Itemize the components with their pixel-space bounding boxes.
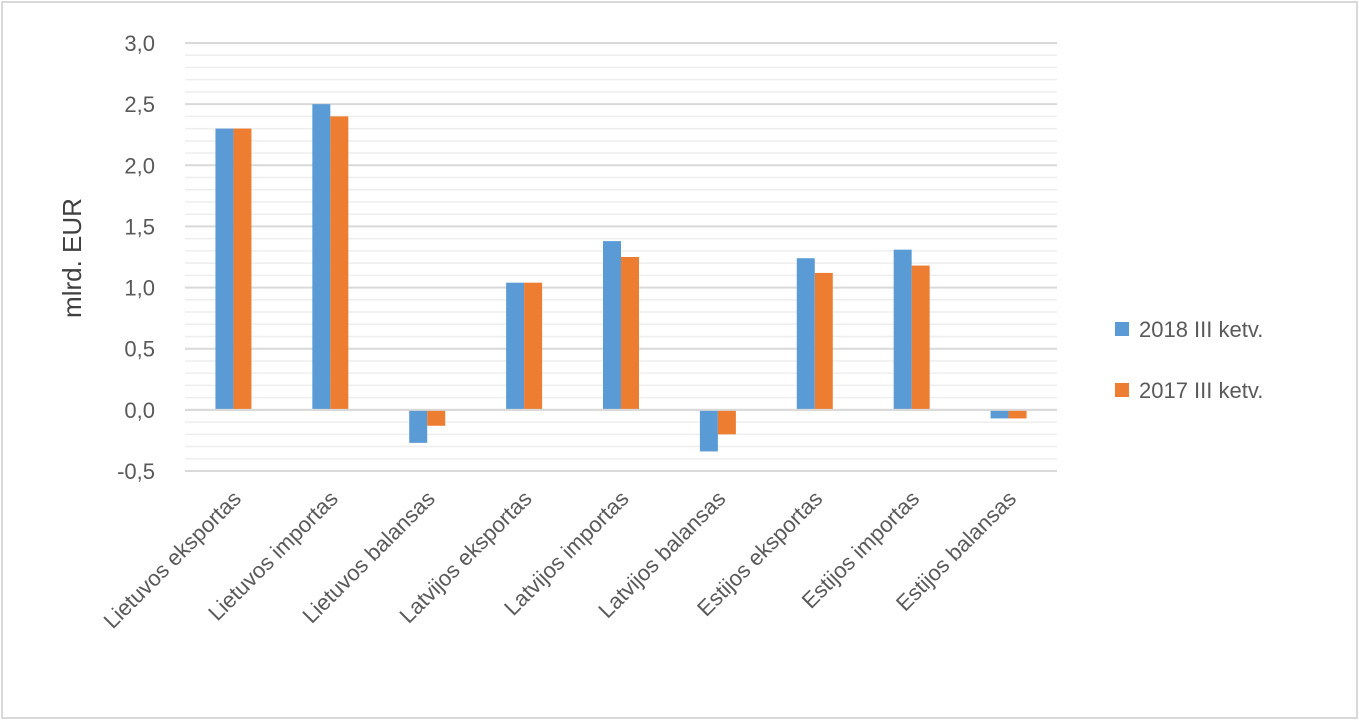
y-tick-label: 2,0 (124, 153, 155, 178)
bar-2017-8 (911, 265, 930, 410)
legend-label-2017: 2017 III ketv. (1139, 378, 1263, 403)
bar-2017-5 (621, 257, 639, 410)
y-tick-label: 0,0 (124, 398, 155, 423)
bar-2018-9 (990, 409, 1009, 419)
bar-2017-7 (814, 272, 833, 410)
y-tick-label: 1,0 (124, 276, 155, 301)
bar-2018-1 (215, 128, 234, 410)
bar-2018-8 (893, 249, 912, 410)
y-tick-label: 1,5 (124, 214, 155, 239)
bar-2018-5 (603, 241, 621, 410)
y-axis-label: mlrd. EUR (57, 198, 87, 318)
bar-2017-6 (717, 409, 736, 435)
y-tick-label: 2,5 (124, 92, 155, 117)
bar-2017-4 (524, 282, 543, 410)
y-tick-label: -0,5 (117, 459, 155, 484)
bar-2017-3 (427, 409, 446, 426)
legend-swatch-2017 (1115, 383, 1129, 397)
bar-2018-4 (506, 282, 525, 410)
legend-label-2018: 2018 III ketv. (1139, 317, 1263, 342)
bar-2018-3 (409, 409, 428, 443)
y-tick-label: 0,5 (124, 337, 155, 362)
legend-swatch-2018 (1115, 322, 1129, 336)
bar-2017-9 (1008, 409, 1027, 419)
bar-2018-7 (796, 258, 815, 410)
bar-2018-6 (699, 409, 718, 452)
bar-2018-2 (312, 104, 331, 410)
legend: 2018 III ketv. 2017 III ketv. (1115, 317, 1263, 403)
bar-2017-1 (233, 128, 252, 410)
bars-layer (215, 104, 1027, 452)
y-tick-label: 3,0 (124, 31, 155, 56)
bar-2017-2 (330, 116, 349, 410)
